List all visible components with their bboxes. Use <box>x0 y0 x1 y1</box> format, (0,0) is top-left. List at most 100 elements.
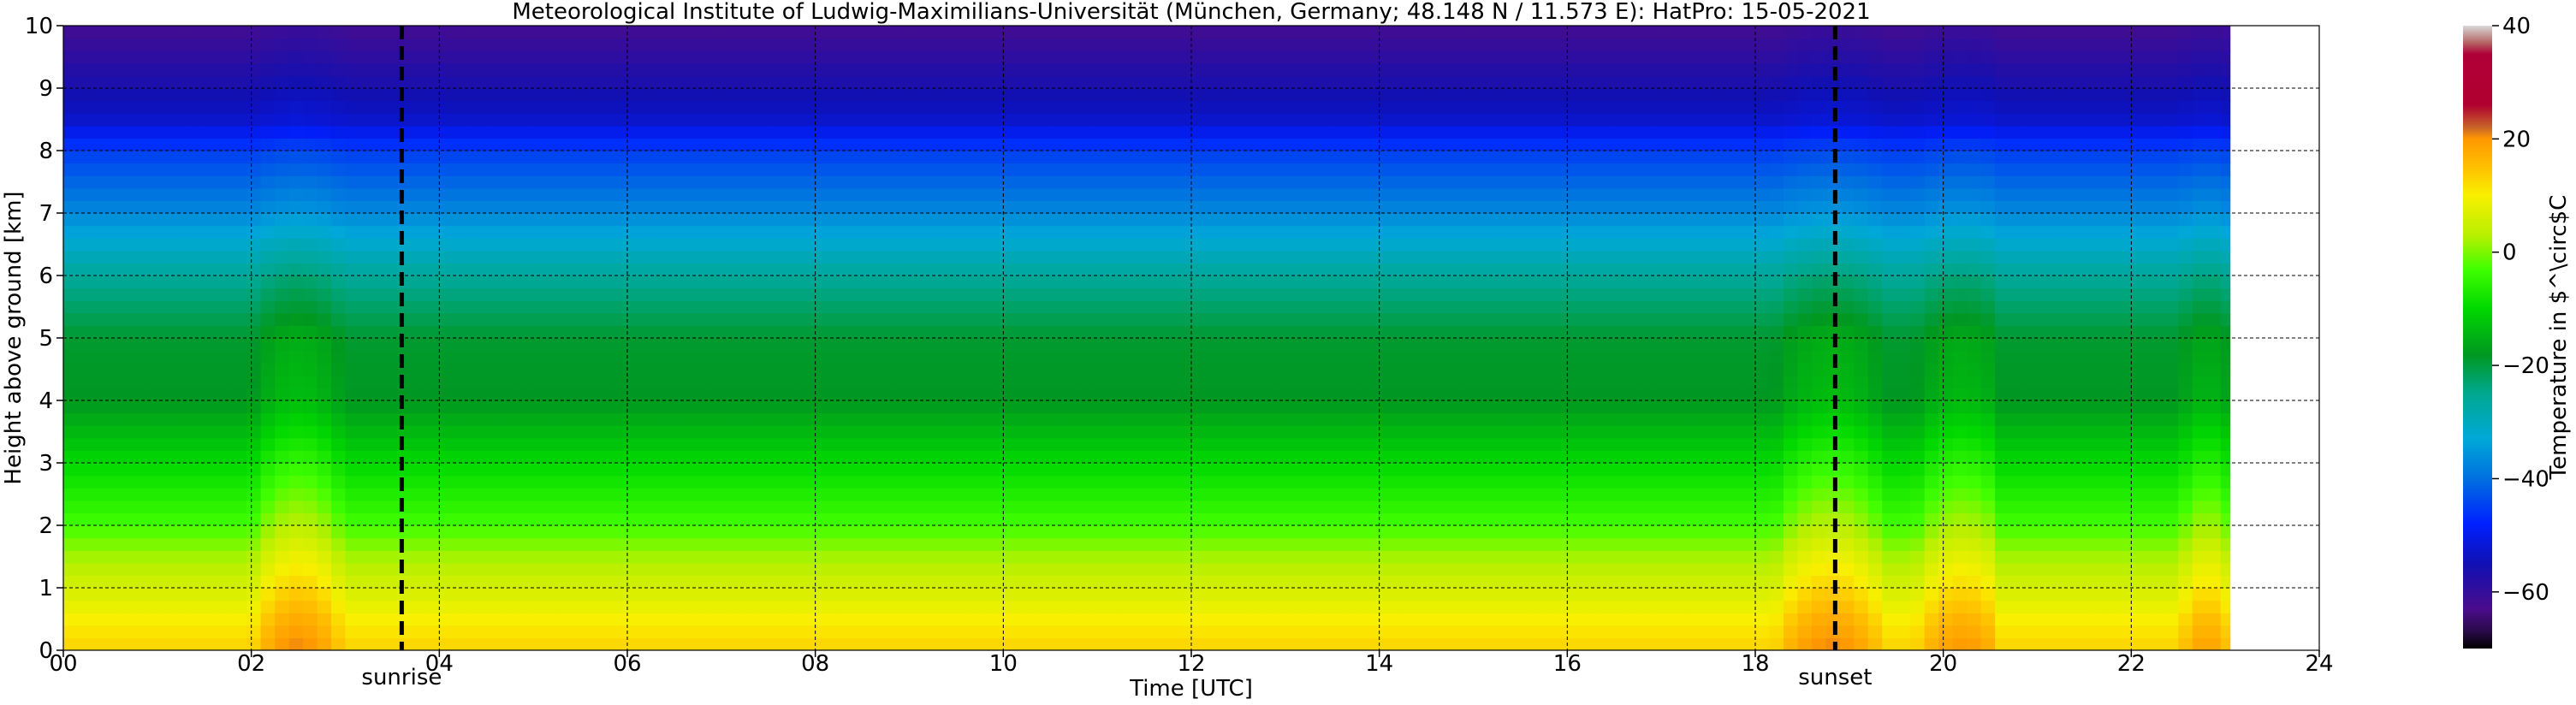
heatmap-cell <box>1064 575 1079 589</box>
heatmap-cell <box>824 338 840 352</box>
heatmap-cell <box>1416 151 1432 164</box>
heatmap-cell <box>430 500 445 513</box>
heatmap-cell <box>1431 425 1446 439</box>
heatmap-cell <box>134 100 149 114</box>
heatmap-cell <box>1416 375 1432 388</box>
heatmap-cell <box>105 312 121 326</box>
heatmap-cell <box>599 613 614 626</box>
heatmap-cell <box>1120 250 1136 264</box>
heatmap-cell <box>1163 75 1178 89</box>
heatmap-cell <box>994 312 1009 326</box>
heatmap-cell <box>839 26 854 39</box>
heatmap-cell <box>134 388 149 401</box>
heatmap-cell <box>119 88 134 102</box>
heatmap-cell <box>275 575 290 589</box>
heatmap-cell <box>909 38 924 51</box>
heatmap-cell <box>373 287 389 301</box>
heatmap-cell <box>839 50 854 64</box>
heatmap-cell <box>1107 263 1122 276</box>
heatmap-cell <box>571 425 586 439</box>
heatmap-cell <box>472 450 487 464</box>
heatmap-cell <box>1459 537 1475 551</box>
heatmap-cell <box>1050 600 1065 613</box>
heatmap-cell <box>500 275 515 289</box>
heatmap-cell <box>965 588 981 601</box>
heatmap-cell <box>994 200 1009 214</box>
heatmap-cell <box>1078 312 1094 326</box>
heatmap-cell <box>768 325 783 339</box>
heatmap-cell <box>726 62 741 76</box>
heatmap-cell <box>1120 588 1136 601</box>
heatmap-cell <box>232 613 247 626</box>
heatmap-cell <box>1022 488 1037 501</box>
heatmap-cell <box>317 38 332 51</box>
heatmap-cell <box>1135 238 1150 252</box>
heatmap-cell <box>965 62 981 76</box>
heatmap-cell <box>1135 488 1150 501</box>
heatmap-cell <box>739 375 755 388</box>
heatmap-cell <box>1036 187 1051 201</box>
heatmap-cell <box>683 400 698 414</box>
heatmap-cell <box>599 26 614 39</box>
heatmap-cell <box>556 75 572 89</box>
heatmap-cell <box>782 125 798 139</box>
heatmap-cell <box>768 463 783 477</box>
heatmap-cell <box>1022 562 1037 576</box>
heatmap-cell <box>796 412 811 426</box>
heatmap-cell <box>1050 50 1065 64</box>
heatmap-cell <box>91 263 107 276</box>
heatmap-cell <box>1050 625 1065 638</box>
heatmap-cell <box>317 26 332 39</box>
heatmap-cell <box>556 312 572 326</box>
heatmap-cell <box>119 437 134 451</box>
heatmap-cell <box>1318 625 1333 638</box>
heatmap-cell <box>641 250 656 264</box>
heatmap-cell <box>500 175 515 189</box>
heatmap-cell <box>430 225 445 239</box>
heatmap-cell <box>246 50 262 64</box>
heatmap-cell <box>782 62 798 76</box>
heatmap-cell <box>1205 450 1220 464</box>
heatmap-cell <box>923 275 939 289</box>
heatmap-cell <box>91 575 107 589</box>
heatmap-cell <box>415 62 430 76</box>
heatmap-cell <box>754 263 769 276</box>
heatmap-cell <box>641 263 656 276</box>
heatmap-cell <box>345 287 360 301</box>
heatmap-cell <box>345 88 360 102</box>
heatmap-cell <box>63 463 79 477</box>
heatmap-cell <box>91 26 107 39</box>
heatmap-cell <box>768 113 783 127</box>
heatmap-cell <box>514 613 530 626</box>
heatmap-cell <box>1120 338 1136 352</box>
heatmap-cell <box>472 363 487 376</box>
heatmap-cell <box>697 463 713 477</box>
heatmap-cell <box>627 113 643 127</box>
heatmap-cell <box>1078 138 1094 151</box>
heatmap-cell <box>585 375 600 388</box>
heatmap-cell <box>1290 75 1305 89</box>
heatmap-cell <box>162 412 177 426</box>
heatmap-cell <box>965 537 981 551</box>
heatmap-cell <box>979 26 994 39</box>
heatmap-cell <box>1205 62 1220 76</box>
heatmap-cell <box>218 488 234 501</box>
heatmap-cell <box>317 325 332 339</box>
heatmap-cell <box>443 312 459 326</box>
heatmap-cell <box>726 375 741 388</box>
heatmap-cell <box>796 512 811 526</box>
heatmap-cell <box>824 26 840 39</box>
heatmap-cell <box>1149 437 1164 451</box>
heatmap-cell <box>458 62 473 76</box>
heatmap-cell <box>162 238 177 252</box>
heatmap-cell <box>824 412 840 426</box>
heatmap-cell <box>232 125 247 139</box>
heatmap-cell <box>91 175 107 189</box>
heatmap-cell <box>514 88 530 102</box>
heatmap-cell <box>246 350 262 364</box>
heatmap-cell <box>1163 637 1178 650</box>
heatmap-cell <box>500 412 515 426</box>
heatmap-cell <box>739 575 755 589</box>
heatmap-cell <box>387 263 402 276</box>
heatmap-cell <box>711 412 727 426</box>
